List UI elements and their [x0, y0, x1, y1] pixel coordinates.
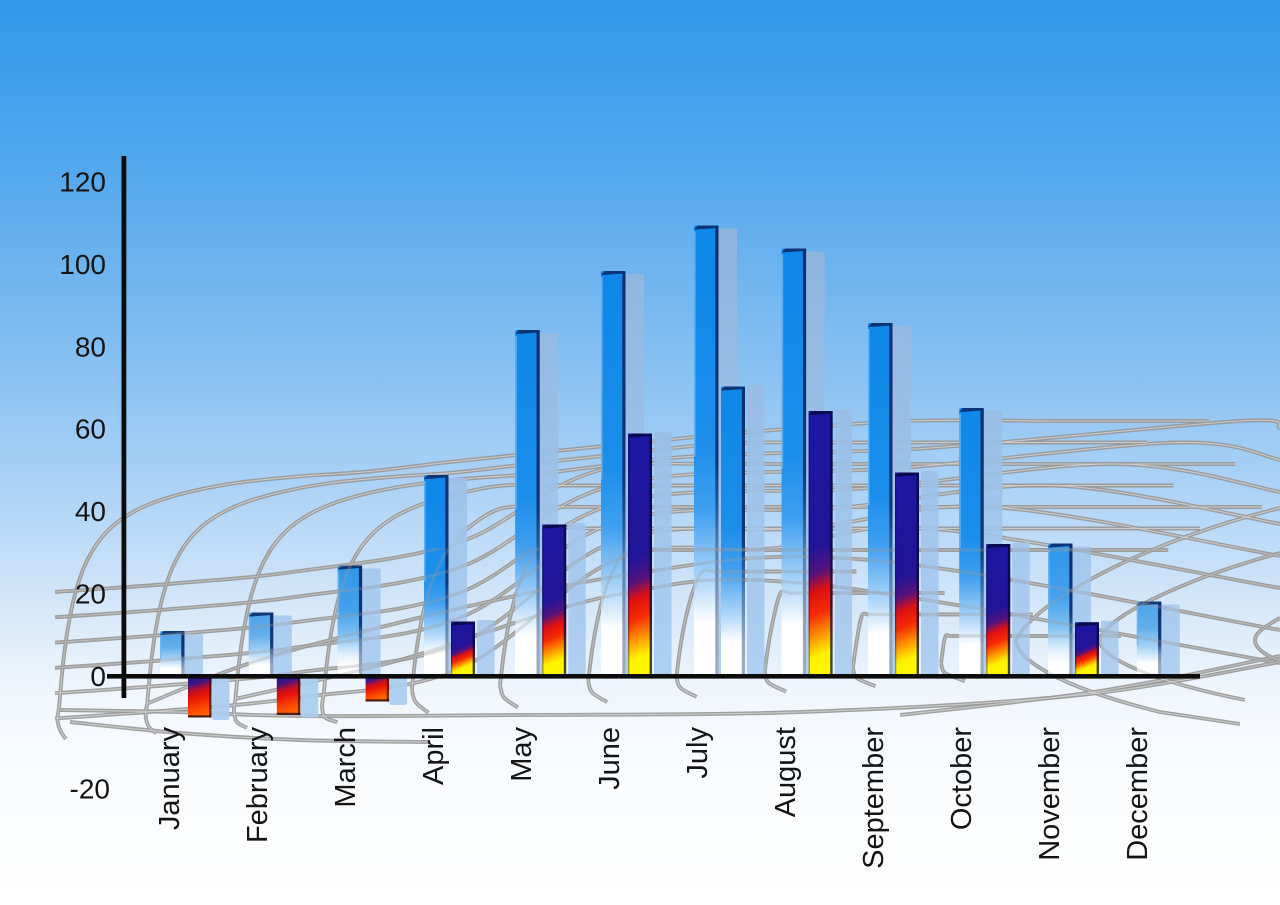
svg-text:20: 20: [75, 579, 106, 610]
svg-text:0: 0: [90, 661, 106, 692]
svg-text:September: September: [858, 727, 890, 869]
svg-text:August: August: [770, 727, 802, 817]
svg-text:May: May: [506, 727, 538, 782]
svg-text:100: 100: [59, 249, 106, 280]
svg-text:March: March: [330, 727, 362, 808]
svg-text:80: 80: [75, 332, 106, 363]
svg-text:June: June: [594, 727, 626, 790]
svg-text:60: 60: [75, 414, 106, 445]
svg-text:February: February: [242, 727, 274, 844]
svg-text:40: 40: [75, 496, 106, 527]
svg-text:120: 120: [59, 167, 106, 198]
svg-text:January: January: [154, 727, 186, 831]
svg-text:October: October: [946, 727, 978, 830]
svg-text:November: November: [1034, 727, 1066, 861]
svg-text:-20: -20: [70, 774, 110, 805]
svg-text:April: April: [418, 727, 450, 785]
svg-text:December: December: [1122, 727, 1154, 861]
svg-text:July: July: [682, 727, 714, 779]
